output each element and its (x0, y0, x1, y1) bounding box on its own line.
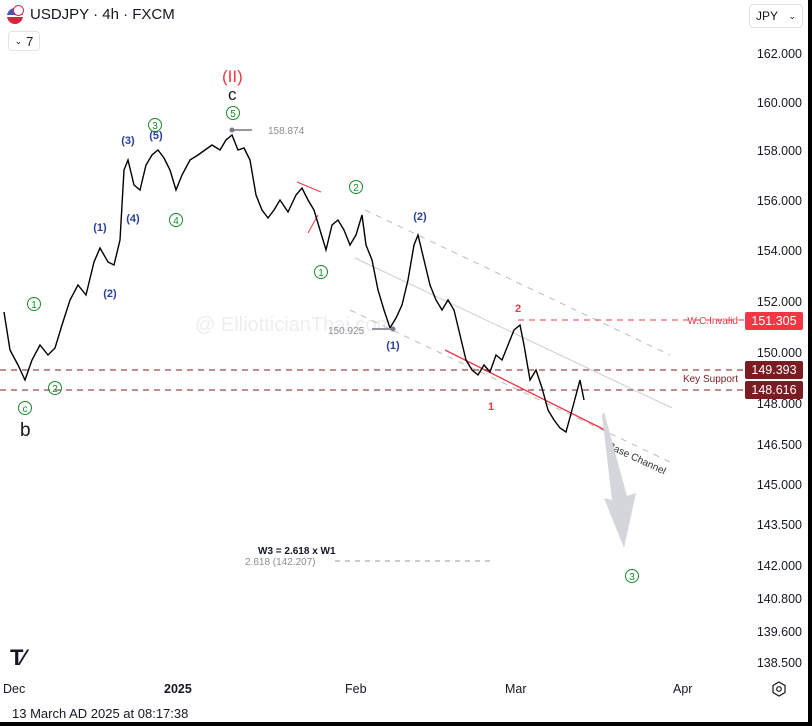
price-tick: 146.500 (756, 438, 802, 452)
fib-level-label: 2.618 (142.207) (245, 557, 316, 568)
circled-wave-labels: c 1 2 3 4 5 1 2 3 (18, 106, 639, 583)
watermark: @ ElliotticianThai.com (195, 314, 393, 336)
wave-c-label: c (228, 85, 237, 104)
high-marker-dot (229, 127, 235, 133)
currency-select[interactable]: JPY ⌄ (749, 4, 803, 28)
time-tick: Dec (3, 682, 26, 696)
time-tick: Apr (673, 682, 693, 696)
price-tick: 160.000 (756, 96, 802, 110)
symbol-title[interactable]: USDJPY · 4h · FXCM (30, 6, 175, 23)
svg-text:1: 1 (31, 300, 37, 311)
chevron-down-icon: ⌄ (14, 35, 23, 46)
jpy-flag-icon (13, 5, 24, 16)
key-support-label: Key Support (683, 374, 738, 385)
price-tick: 148.000 (756, 397, 802, 411)
price-tick: 142.000 (756, 559, 802, 573)
low-price-label: 150.925 (328, 326, 365, 337)
red-wedge-top (296, 181, 322, 193)
time-tick: 2025 (164, 682, 192, 696)
red-wave-1-label: 1 (488, 401, 494, 413)
svg-text:4: 4 (173, 216, 179, 227)
time-tick: Mar (505, 682, 527, 696)
svg-text:(2): (2) (103, 288, 117, 300)
fib-title: W3 = 2.618 x W1 (258, 546, 336, 557)
price-tick: 152.000 (756, 295, 802, 309)
key-support-upper-price-tag: 149.393 (745, 361, 803, 379)
svg-text:c: c (23, 404, 28, 415)
svg-text:(1): (1) (93, 222, 107, 234)
price-tick: 158.000 (756, 144, 802, 158)
settings-gear-icon[interactable] (771, 681, 787, 697)
price-tick: 162.000 (756, 47, 802, 61)
snapshot-timestamp: 13 March AD 2025 at 08:17:38 (12, 706, 189, 721)
wc-invalid-price-tag: 151.305 (745, 312, 803, 330)
red-trendline (444, 349, 606, 431)
low-marker-dot (390, 326, 396, 332)
price-tick: 143.500 (756, 518, 802, 532)
red-wave-2-label: 2 (515, 303, 521, 315)
svg-text:2: 2 (52, 384, 58, 395)
price-tick: 140.800 (756, 592, 802, 606)
currency-label: JPY (756, 9, 779, 23)
price-tick: 139.600 (756, 625, 802, 639)
price-tick: 154.000 (756, 244, 802, 258)
parenthesized-wave-labels: (1) (2) (3) (4) (5) (1) (2) (93, 130, 427, 352)
price-tick: 156.000 (756, 194, 802, 208)
svg-text:1: 1 (318, 268, 324, 279)
svg-text:2: 2 (353, 183, 359, 194)
key-support-lower-price-tag: 148.616 (745, 381, 803, 399)
price-tick: 150.000 (756, 346, 802, 360)
chevron-down-icon: ⌄ (788, 10, 796, 21)
base-channel-line (349, 309, 671, 463)
wc-invalid-label: W.C.Invalid (687, 316, 738, 327)
svg-text:(5): (5) (149, 130, 163, 142)
svg-text:3: 3 (152, 121, 158, 132)
svg-text:(1): (1) (386, 340, 400, 352)
indicators-toggle-button[interactable]: ⌄ 7 (8, 31, 40, 51)
wave-b-label: b (20, 420, 31, 441)
svg-text:(2): (2) (413, 211, 427, 223)
tradingview-logo-icon: T⁄ (10, 645, 25, 670)
price-tick: 138.500 (756, 656, 802, 670)
svg-text:5: 5 (230, 109, 236, 120)
svg-text:(4): (4) (126, 213, 140, 225)
high-price-label: 158.874 (268, 126, 305, 137)
projection-arrow (602, 412, 636, 548)
indicators-count: 7 (26, 33, 34, 49)
price-tick: 145.000 (756, 478, 802, 492)
svg-text:(3): (3) (121, 135, 135, 147)
price-series (3, 133, 585, 434)
svg-text:3: 3 (629, 572, 635, 583)
wave-II-label: (II) (222, 67, 243, 86)
channel-upper-line (364, 209, 671, 356)
time-tick: Feb (345, 682, 367, 696)
